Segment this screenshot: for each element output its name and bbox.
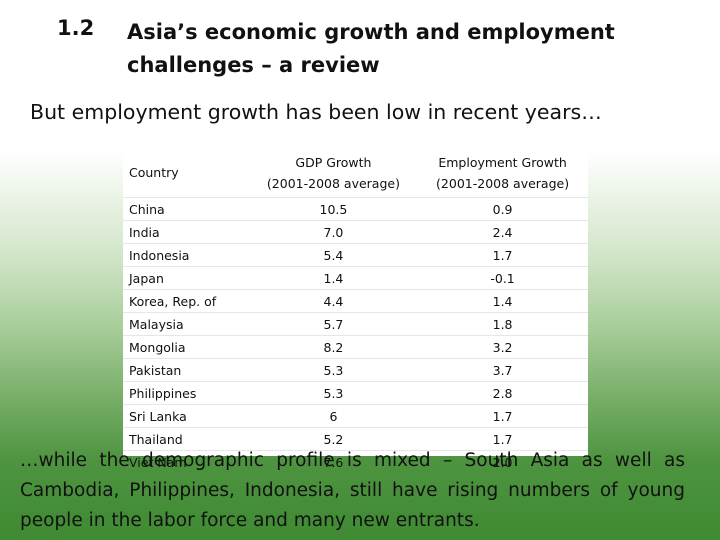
cell-gdp-growth: 5.3 <box>323 385 344 401</box>
table-row: Thailand 5.2 1.7 <box>123 427 588 451</box>
table-row: China 10.5 0.9 <box>123 197 588 221</box>
cell-country: Indonesia <box>129 247 190 263</box>
cell-country: Thailand <box>129 431 183 447</box>
header-gdp-line1: GDP Growth <box>295 154 372 170</box>
section-title: Asia’s economic growth and employment ch… <box>127 20 615 77</box>
cell-country: India <box>129 224 160 240</box>
bottom-text: …while the demographic profile is mixed … <box>20 450 685 531</box>
header-country: Country <box>129 165 179 180</box>
table-row: Pakistan 5.3 3.7 <box>123 358 588 382</box>
table-row: Mongolia 8.2 3.2 <box>123 335 588 359</box>
cell-gdp-growth: 10.5 <box>319 201 348 217</box>
cell-gdp-growth: 8.2 <box>323 339 344 355</box>
growth-table-panel: Country GDP Growth (2001-2008 average) E… <box>123 148 588 470</box>
header-emp-line1: Employment Growth <box>438 154 567 170</box>
table-row: India 7.0 2.4 <box>123 220 588 244</box>
cell-gdp-growth: 5.2 <box>323 431 344 447</box>
cell-gdp-growth: 6 <box>329 408 338 424</box>
cell-employment-growth: 1.7 <box>492 247 513 263</box>
section-number: 1.2 <box>57 16 95 40</box>
cell-gdp-growth: 7.0 <box>323 224 344 240</box>
table-row: Sri Lanka 6 1.7 <box>123 404 588 428</box>
cell-employment-growth: 1.4 <box>492 293 513 309</box>
header-gdp-line2: (2001-2008 average) <box>266 175 400 191</box>
cell-employment-growth: -0.1 <box>490 270 515 286</box>
table-header-row: Country GDP Growth (2001-2008 average) E… <box>123 148 588 198</box>
header-emp-line2: (2001-2008 average) <box>436 175 570 191</box>
cell-gdp-growth: 5.3 <box>323 362 344 378</box>
subtitle: But employment growth has been low in re… <box>30 100 602 124</box>
cell-employment-growth: 2.4 <box>492 224 513 240</box>
header-employment-growth: Employment Growth (2001-2008 average) <box>417 148 588 198</box>
cell-employment-growth: 1.7 <box>492 408 513 424</box>
table-row: Indonesia 5.4 1.7 <box>123 243 588 267</box>
growth-table: Country GDP Growth (2001-2008 average) E… <box>123 148 588 473</box>
cell-employment-growth: 0.9 <box>492 201 513 217</box>
cell-country: Malaysia <box>129 316 184 332</box>
table-row: Viet Nam 7.6 2.0 <box>123 450 588 474</box>
cell-country: Philippines <box>129 385 197 401</box>
cell-country: China <box>129 201 165 217</box>
cell-employment-growth: 2.0 <box>492 454 513 470</box>
table-row: Korea, Rep. of 4.4 1.4 <box>123 289 588 313</box>
cell-employment-growth: 3.2 <box>492 339 513 355</box>
cell-country: Korea, Rep. of <box>129 293 217 309</box>
cell-employment-growth: 1.8 <box>492 316 513 332</box>
cell-country: Pakistan <box>129 362 182 378</box>
table-body: China 10.5 0.9 India 7.0 2.4 Indonesia 5.4 1.7 Ja… <box>123 197 588 474</box>
table-row: Malaysia 5.7 1.8 <box>123 312 588 336</box>
cell-country: Mongolia <box>129 339 186 355</box>
cell-employment-growth: 1.7 <box>492 431 513 447</box>
cell-gdp-growth: 1.4 <box>323 270 344 286</box>
table-row: Philippines 5.3 2.8 <box>123 381 588 405</box>
cell-country: Japan <box>129 270 164 286</box>
cell-country: Viet Nam <box>129 454 187 470</box>
cell-gdp-growth: 4.4 <box>323 293 344 309</box>
header-gdp-growth: GDP Growth (2001-2008 average) <box>250 148 417 198</box>
cell-gdp-growth: 5.4 <box>323 247 344 263</box>
cell-gdp-growth: 7.6 <box>323 454 344 470</box>
cell-employment-growth: 2.8 <box>492 385 513 401</box>
cell-gdp-growth: 5.7 <box>323 316 344 332</box>
cell-country: Sri Lanka <box>129 408 187 424</box>
cell-employment-growth: 3.7 <box>492 362 513 378</box>
table-row: Japan 1.4 -0.1 <box>123 266 588 290</box>
